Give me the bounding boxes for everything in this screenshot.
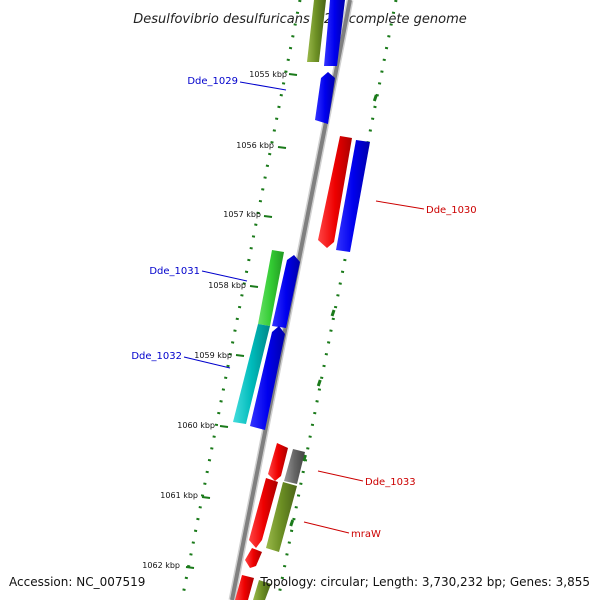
feature-olive-bottom[interactable]: [253, 580, 271, 600]
tick-label: 1060 kbp: [177, 421, 215, 430]
gene-label-mraw[interactable]: mraW: [351, 529, 381, 540]
gene-label-dde-1033[interactable]: Dde_1033: [365, 477, 416, 488]
gene-label-dde-1029[interactable]: Dde_1029: [187, 76, 238, 87]
tick-mark: [263, 215, 273, 218]
gene-labels: Dde_1029 Dde_1030 Dde_1031 Dde_1032 Dde_…: [131, 76, 476, 540]
tick-label: 1057 kbp: [223, 210, 261, 219]
cds-mraw-red[interactable]: [249, 478, 278, 548]
tick-mark: [288, 73, 298, 76]
cds-dde-1030-blue[interactable]: [336, 140, 370, 252]
feature-blue-top[interactable]: [324, 0, 345, 66]
accession-text: Accession: NC_007519: [9, 575, 145, 589]
guide-dash-mark: [289, 519, 295, 527]
feature-cyan-track: [233, 324, 270, 424]
cds-dde-1032[interactable]: [250, 326, 285, 430]
tick-label: 1055 kbp: [249, 70, 287, 79]
gene-label-dde-1030[interactable]: Dde_1030: [426, 205, 477, 216]
tick-label: 1056 kbp: [236, 141, 274, 150]
cds-dde-1029[interactable]: [315, 72, 335, 124]
guide-dash-mark: [302, 454, 307, 462]
gene-label-dde-1032[interactable]: Dde_1032: [131, 351, 182, 362]
tick-mark: [235, 354, 245, 357]
feature-green-track: [258, 250, 284, 326]
gene-label-dde-1031[interactable]: Dde_1031: [149, 266, 200, 277]
feature-olive-top[interactable]: [307, 0, 326, 62]
feature-layer: [233, 0, 370, 600]
tick-mark: [185, 566, 195, 569]
tick-label: 1058 kbp: [208, 281, 246, 290]
tick-label: 1059 kbp: [194, 351, 232, 360]
feature-red-bottom[interactable]: [235, 575, 254, 600]
tick-mark: [201, 496, 211, 499]
ticks: 1055 kbp 1056 kbp 1057 kbp 1058 kbp 1059…: [142, 70, 298, 570]
tick-mark: [249, 285, 259, 288]
feature-red-small[interactable]: [245, 548, 262, 568]
cds-dde-1030-red[interactable]: [318, 136, 352, 248]
cds-dde-1033-red[interactable]: [268, 443, 288, 481]
tick-label: 1061 kbp: [160, 491, 198, 500]
map-title: Desulfovibrio desulfuricans G20, complet…: [133, 12, 467, 27]
guide-dotted-line: [276, 0, 398, 600]
cds-dde-1031[interactable]: [272, 255, 300, 328]
cds-dde-1033-gray[interactable]: [284, 449, 305, 484]
tick-mark: [219, 425, 229, 428]
guide-dash-mark: [372, 94, 378, 102]
tick-mark: [277, 146, 287, 149]
topology-text: Topology: circular; Length: 3,730,232 bp…: [259, 575, 590, 589]
guide-dash-mark: [316, 379, 322, 387]
tick-label: 1062 kbp: [142, 561, 180, 570]
guide-dash-mark: [330, 309, 336, 317]
cds-mraw-olive[interactable]: [266, 482, 297, 552]
